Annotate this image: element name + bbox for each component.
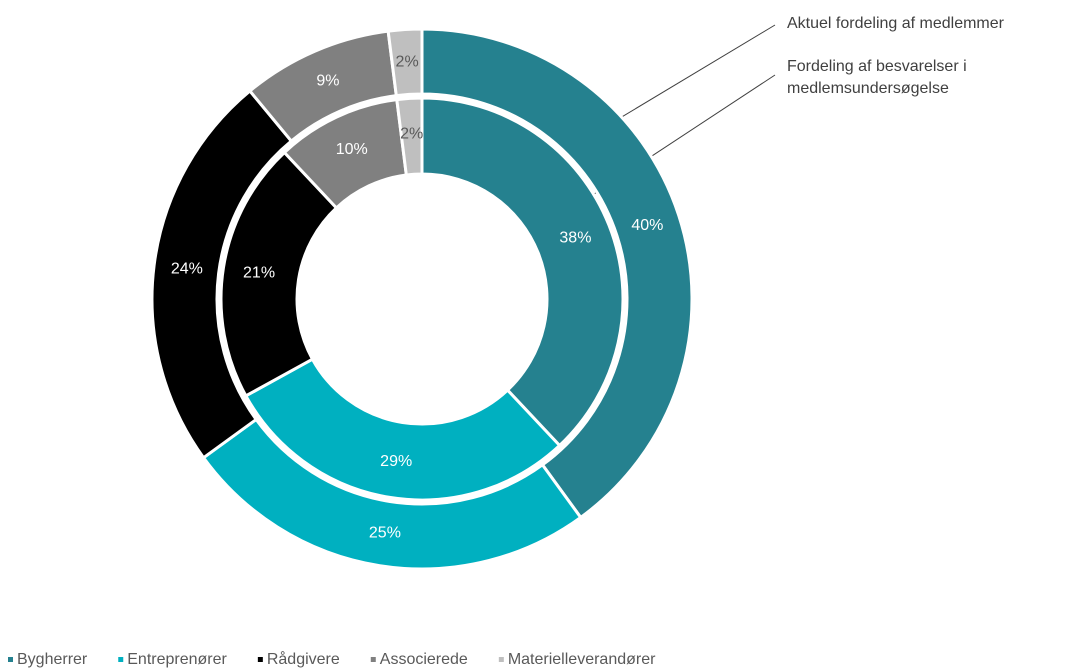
callout-line [599, 24, 776, 131]
legend-swatch [118, 657, 124, 662]
data-label: 29% [380, 453, 412, 470]
legend-label: Materielleverandører [508, 651, 656, 668]
legend-swatch [498, 657, 504, 662]
series-label: Aktuel fordeling af medlemmer [787, 15, 1004, 32]
donut-segment [243, 357, 562, 502]
data-label: 25% [369, 524, 401, 541]
donut-segment [420, 96, 625, 448]
legend-label: Associerede [380, 651, 468, 668]
data-label: 10% [336, 141, 368, 158]
legend-swatch [257, 657, 263, 662]
data-label: 2% [400, 126, 423, 143]
data-label: 38% [559, 229, 591, 246]
data-label: 24% [171, 261, 203, 278]
series-label: Fordeling af besvarelser i medlemsunders… [787, 58, 967, 97]
legend-label: Rådgivere [267, 650, 340, 668]
data-label: 9% [316, 73, 339, 90]
data-label: 2% [396, 54, 419, 71]
donut-segment [386, 27, 424, 98]
donut-segment [219, 150, 339, 398]
data-label: 21% [243, 264, 275, 281]
donut-segment [395, 96, 424, 177]
legend-label: Entreprenører [127, 651, 227, 668]
data-label: 40% [631, 217, 663, 234]
legend-swatch [370, 657, 376, 662]
donut-segment [420, 27, 694, 520]
legend-label: Bygherrer [17, 651, 88, 668]
legend-swatch [8, 657, 13, 662]
